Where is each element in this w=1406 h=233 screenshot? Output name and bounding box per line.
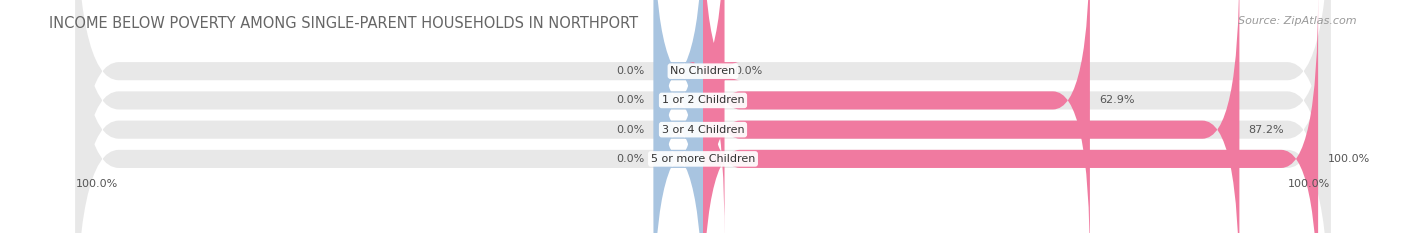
Text: 0.0%: 0.0% bbox=[734, 66, 762, 76]
Text: 62.9%: 62.9% bbox=[1099, 96, 1135, 105]
Text: 100.0%: 100.0% bbox=[1327, 154, 1369, 164]
Text: 0.0%: 0.0% bbox=[616, 66, 644, 76]
Text: 100.0%: 100.0% bbox=[1288, 179, 1330, 189]
Text: 0.0%: 0.0% bbox=[616, 96, 644, 105]
FancyBboxPatch shape bbox=[76, 0, 1330, 233]
Text: 0.0%: 0.0% bbox=[616, 154, 644, 164]
Text: 3 or 4 Children: 3 or 4 Children bbox=[662, 125, 744, 135]
Text: INCOME BELOW POVERTY AMONG SINGLE-PARENT HOUSEHOLDS IN NORTHPORT: INCOME BELOW POVERTY AMONG SINGLE-PARENT… bbox=[49, 16, 638, 31]
FancyBboxPatch shape bbox=[703, 0, 1319, 233]
FancyBboxPatch shape bbox=[654, 0, 703, 233]
Text: 100.0%: 100.0% bbox=[76, 179, 118, 189]
FancyBboxPatch shape bbox=[703, 0, 1090, 233]
FancyBboxPatch shape bbox=[688, 0, 740, 233]
FancyBboxPatch shape bbox=[654, 0, 703, 233]
FancyBboxPatch shape bbox=[76, 0, 1330, 233]
Text: 0.0%: 0.0% bbox=[616, 125, 644, 135]
FancyBboxPatch shape bbox=[703, 0, 1240, 233]
FancyBboxPatch shape bbox=[654, 0, 703, 233]
Text: Source: ZipAtlas.com: Source: ZipAtlas.com bbox=[1239, 16, 1357, 26]
Text: No Children: No Children bbox=[671, 66, 735, 76]
Text: 87.2%: 87.2% bbox=[1249, 125, 1284, 135]
FancyBboxPatch shape bbox=[76, 0, 1330, 233]
Text: 1 or 2 Children: 1 or 2 Children bbox=[662, 96, 744, 105]
FancyBboxPatch shape bbox=[76, 0, 1330, 233]
FancyBboxPatch shape bbox=[654, 0, 703, 233]
Text: 5 or more Children: 5 or more Children bbox=[651, 154, 755, 164]
